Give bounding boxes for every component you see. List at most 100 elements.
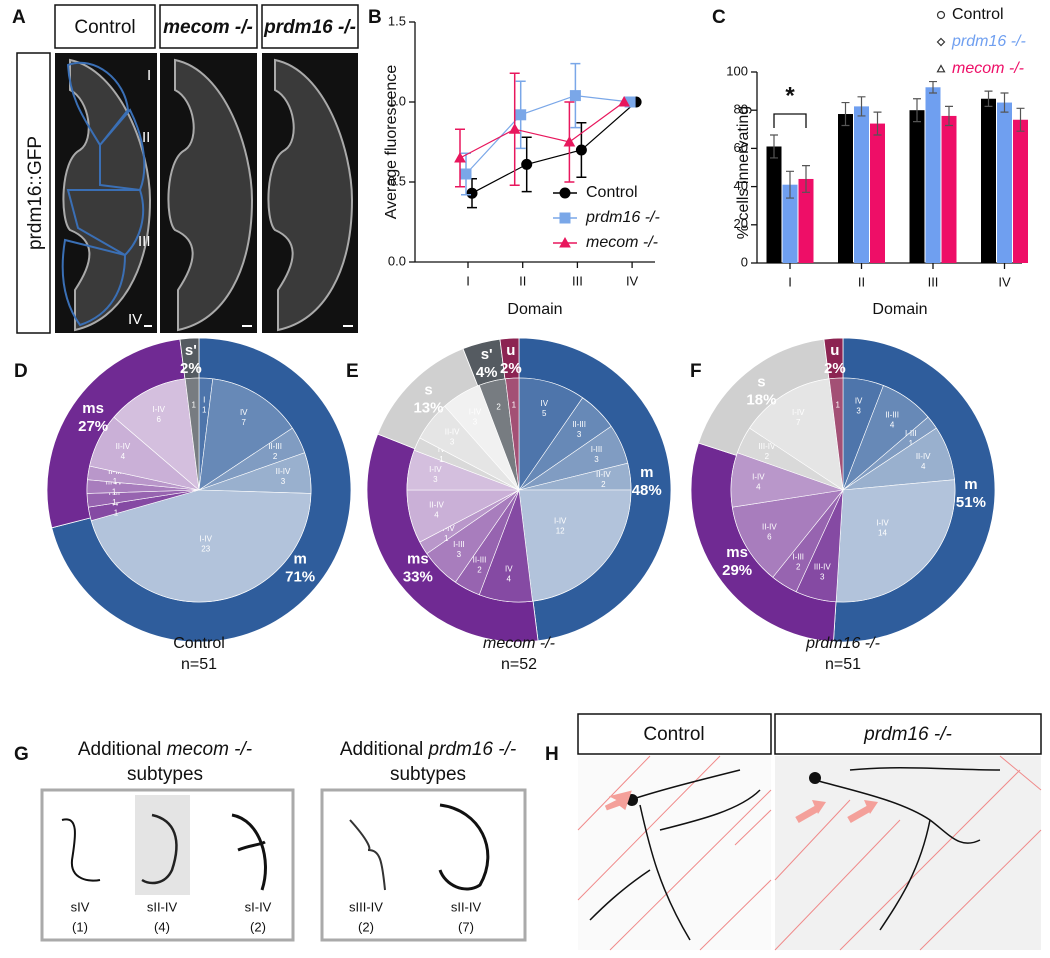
inner-slice-value: 4: [434, 510, 439, 519]
marker: [454, 151, 466, 163]
pie-subtitle: n=51: [181, 656, 217, 673]
inner-slice: [505, 377, 520, 491]
inner-slice-value: 1: [512, 400, 517, 409]
row-label: prdm16::GFP: [25, 136, 46, 250]
inner-slice-value: 1: [112, 498, 117, 507]
inner-slice: [731, 489, 844, 578]
panel-letter: G: [14, 744, 29, 765]
x-tick-label: II: [519, 273, 526, 288]
title-part: Additional: [78, 739, 161, 760]
marker: [618, 95, 630, 107]
bar: [854, 106, 869, 263]
domain-outline: [61, 61, 146, 327]
y-axis-label: % cells innervating: [735, 106, 752, 239]
inner-slice-value: 3: [450, 438, 455, 447]
inner-slice-name: II-IV: [916, 452, 931, 461]
inner-slice-value: 7: [796, 418, 801, 427]
inner-slice-value: 1: [439, 455, 444, 464]
ring-label: u: [830, 342, 839, 359]
neuron: [141, 813, 178, 885]
pie-title: mecom -/-: [483, 635, 555, 652]
ring-label: m: [964, 476, 977, 493]
error-bar: [929, 80, 937, 94]
column-header: mecom -/-: [163, 17, 253, 38]
panel-a: Control mecom -/- prdm16 -/- prdm16::GFP…: [16, 4, 359, 334]
inner-slice-name: I-IV: [469, 407, 482, 416]
inner-slice-name: II-III: [885, 411, 899, 420]
marker: [936, 64, 946, 73]
inner-slice-value: 1: [113, 477, 118, 486]
ring-value-label: 29%: [722, 562, 752, 579]
inner-slice-name: II-IV: [429, 500, 444, 509]
inner-slice-value: 1: [909, 439, 914, 448]
marker: [521, 158, 533, 170]
inner-slice-value: 2: [601, 480, 606, 489]
inner-slice-name: II-III: [268, 442, 282, 451]
domain-label: II: [142, 129, 150, 146]
inner-slice-value: 4: [756, 482, 761, 491]
title-part: mecom -/-: [167, 739, 253, 760]
y-tick-label: 80: [734, 102, 748, 117]
y-tick-label: 0.5: [388, 173, 406, 188]
ring-label: u: [506, 342, 515, 359]
y-tick-label: 1.5: [388, 13, 406, 28]
x-tick-label: II: [858, 274, 865, 289]
inner-slice-value: 3: [433, 475, 438, 484]
neuron-soma: [809, 772, 821, 784]
neuron: [349, 819, 386, 891]
neuron: [61, 818, 101, 882]
inner-slice-value: 1: [836, 400, 841, 409]
legend-label: prdm16 -/-: [585, 209, 660, 226]
inner-slice-name: IV: [541, 399, 549, 408]
inner-slice-value: 6: [767, 533, 772, 542]
bar: [925, 87, 941, 263]
x-tick-label: III: [928, 274, 939, 289]
ring-value-label: 18%: [746, 391, 776, 408]
inner-slice-value: 3: [473, 417, 478, 426]
subtype-label: sIII-IV: [349, 899, 383, 914]
inner-slice-value: 2: [273, 452, 278, 461]
inner-slice-name: I-III: [453, 540, 465, 549]
inner-slice-name: I-III: [905, 429, 917, 438]
domain-label: I: [147, 67, 151, 84]
bar: [909, 110, 925, 263]
ring-label: s': [185, 342, 197, 359]
subtype-label: sII-IV: [451, 899, 482, 914]
neuron: [438, 803, 490, 891]
pie-subtitle: n=51: [825, 656, 861, 673]
domain-label: IV: [128, 311, 142, 328]
inner-slice-value: 3: [577, 430, 582, 439]
inner-slice-value: 6: [157, 415, 162, 424]
marker: [559, 187, 571, 199]
inner-slice-value: 2: [496, 403, 501, 412]
ring-value-label: 13%: [413, 399, 443, 416]
inner-slice-name: II-III: [473, 555, 487, 564]
bar: [1013, 119, 1028, 263]
neuron: [589, 769, 761, 941]
annotation: *: [785, 82, 795, 109]
inner-slice-value: 3: [594, 455, 599, 464]
ring-value-label: 4%: [476, 364, 498, 381]
marker: [559, 212, 571, 224]
y-tick-label: 20: [734, 216, 748, 231]
error-bar: [913, 98, 921, 123]
marker: [936, 10, 946, 20]
guide-line: [577, 755, 1042, 951]
panel-letter: A: [12, 7, 26, 28]
pie-title: prdm16 -/-: [805, 635, 880, 652]
ring-value-label: 33%: [403, 568, 433, 585]
pie-subtitle: n=52: [501, 656, 537, 673]
inner-slice-value: 3: [281, 477, 286, 486]
inner-slice: [518, 489, 632, 602]
inner-slice-value: 12: [556, 527, 565, 536]
ring-label: s: [424, 381, 432, 398]
subtype-label: sII-IV: [147, 899, 178, 914]
inner-slice-name: I-IV: [752, 472, 765, 481]
inner-slice-name: II-III: [572, 420, 586, 429]
x-axis-label: Domain: [507, 301, 562, 318]
inner-slice-value: 2: [477, 565, 482, 574]
bar: [997, 102, 1012, 263]
inner-slice-name: I-III: [792, 552, 804, 561]
subtype-count: (7): [458, 919, 474, 934]
inner-slice-value: 4: [507, 574, 512, 583]
